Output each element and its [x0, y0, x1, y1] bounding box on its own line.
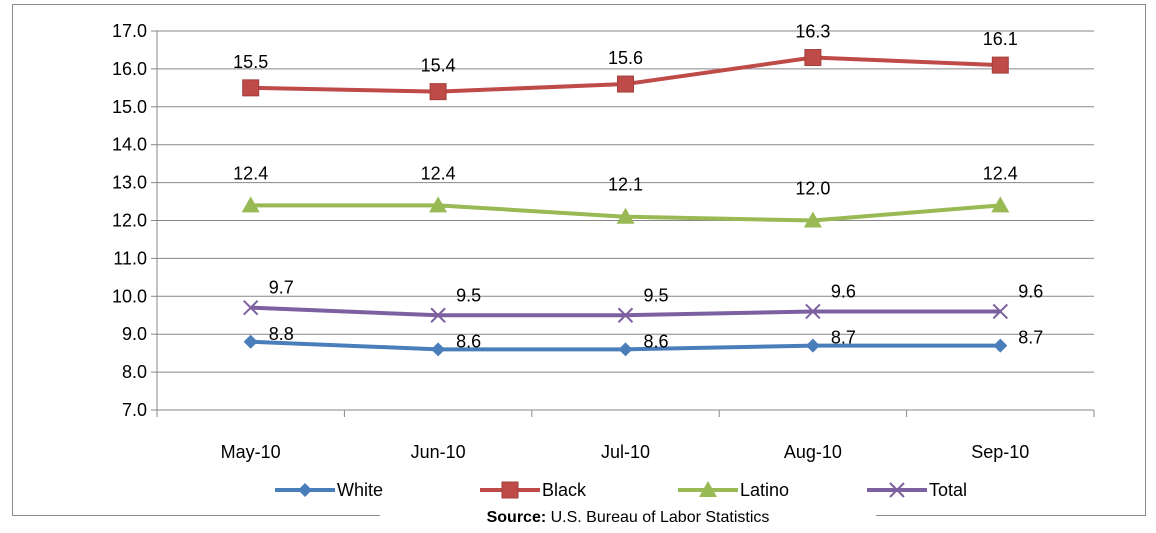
point-marker-latino — [991, 196, 1010, 213]
y-tick-label: 10.0 — [112, 286, 147, 306]
data-label-latino: 12.1 — [608, 175, 643, 195]
data-label-black: 16.3 — [795, 22, 830, 42]
legend-label-latino: Latino — [740, 480, 789, 500]
axes: 7.0 8.0 9.0 10.0 11.0 12.0 13.0 14.0 15.0 16.0 17.… — [112, 21, 1095, 462]
y-tick-label: 13.0 — [112, 173, 147, 193]
data-label-latino: 12.0 — [795, 179, 830, 199]
y-tick-label: 12.0 — [112, 211, 147, 231]
series-lines — [241, 49, 1010, 357]
point-marker-black — [804, 49, 822, 67]
point-marker-black — [429, 83, 447, 101]
legend-item-latino: Latino — [678, 480, 789, 500]
legend: White Black Latino Total — [275, 480, 967, 500]
data-label-white: 8.7 — [831, 328, 856, 348]
point-marker-white — [993, 338, 1008, 353]
data-label-white: 8.8 — [269, 324, 294, 344]
point-marker-latino — [616, 207, 635, 224]
legend-marker-black — [501, 481, 519, 499]
point-marker-white — [243, 334, 258, 349]
data-label-black: 16.1 — [983, 29, 1018, 49]
point-marker-latino — [241, 196, 260, 213]
legend-marker-total — [889, 482, 905, 498]
data-label-black: 15.4 — [421, 56, 456, 76]
legend-item-white: White — [275, 480, 383, 500]
legend-item-black: Black — [480, 480, 587, 500]
point-marker-black — [242, 79, 260, 97]
data-label-white: 8.6 — [456, 331, 481, 351]
point-marker-total — [617, 307, 634, 323]
legend-marker-latino — [699, 481, 717, 497]
point-marker-latino — [429, 196, 448, 213]
y-tick-label: 16.0 — [112, 59, 147, 79]
data-label-black: 15.5 — [233, 52, 268, 72]
legend-marker-white — [298, 483, 312, 497]
x-tick-label: Aug-10 — [784, 442, 842, 462]
y-tick-label: 8.0 — [122, 362, 147, 382]
legend-label-white: White — [337, 480, 383, 500]
point-marker-black — [991, 56, 1009, 74]
point-marker-total — [430, 307, 446, 323]
point-marker-black — [617, 75, 634, 93]
y-tick-label: 14.0 — [112, 135, 147, 155]
data-label-white: 8.7 — [1018, 328, 1043, 348]
data-label-total: 9.5 — [644, 285, 669, 305]
source-caption: Source: U.S. Bureau of Labor Statistics — [380, 506, 876, 530]
data-label-total: 9.6 — [831, 281, 856, 301]
legend-item-total: Total — [867, 480, 967, 500]
point-marker-total — [805, 303, 821, 320]
data-label-latino: 12.4 — [421, 163, 456, 183]
point-marker-total — [992, 303, 1009, 320]
source-text: U.S. Bureau of Labor Statistics — [546, 509, 770, 526]
data-label-black: 15.6 — [608, 48, 643, 68]
x-tick-label: Jun-10 — [411, 442, 466, 462]
data-label-total: 9.6 — [1018, 281, 1043, 301]
point-marker-latino — [803, 211, 822, 228]
point-marker-total — [242, 299, 259, 316]
y-tick-label: 15.0 — [112, 97, 147, 117]
data-label-total: 9.5 — [456, 285, 481, 305]
y-tick-label: 9.0 — [122, 324, 147, 344]
y-tick-label: 11.0 — [113, 248, 147, 268]
data-labels: 8.8 8.6 8.6 8.7 8.7 15.5 15.4 15.6 16.3 16.1 12.4 1… — [233, 22, 1043, 352]
data-label-latino: 12.4 — [983, 163, 1018, 183]
point-marker-white — [431, 342, 446, 357]
x-tick-label: Sep-10 — [971, 442, 1029, 462]
point-marker-white — [805, 338, 820, 353]
y-tick-label: 17.0 — [112, 21, 147, 41]
x-tick-label: May-10 — [221, 442, 281, 462]
legend-label-total: Total — [929, 480, 967, 500]
legend-label-black: Black — [542, 480, 587, 500]
gridlines — [157, 30, 1094, 373]
data-label-white: 8.6 — [644, 331, 669, 351]
source-prefix: Source: — [486, 509, 547, 526]
data-label-total: 9.7 — [269, 278, 294, 298]
point-marker-white — [618, 342, 633, 357]
y-tick-label: 7.0 — [122, 400, 147, 420]
data-label-latino: 12.4 — [233, 163, 268, 183]
x-tick-label: Jul-10 — [601, 442, 650, 462]
